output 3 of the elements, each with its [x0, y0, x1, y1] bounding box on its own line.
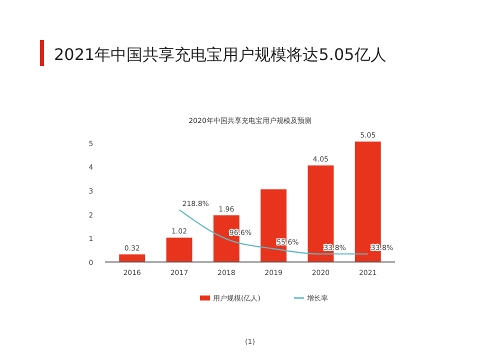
chart-title: 2021年中国共享充电宝用户规模将达5.05亿人: [54, 45, 386, 64]
bar: [166, 238, 192, 262]
bar: [119, 254, 146, 262]
